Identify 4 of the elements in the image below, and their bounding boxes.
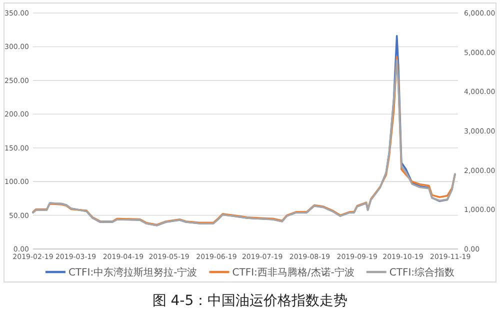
legend-label: CTFI:综合指数 <box>389 266 455 278</box>
legend-label: CTFI:西非马腾格/杰诺-宁波 <box>232 266 354 278</box>
legend-label: CTFI:中东湾拉斯坦努拉-宁波 <box>68 266 198 278</box>
text: 图 4-5：中国油运价格指数走势 <box>152 293 348 309</box>
